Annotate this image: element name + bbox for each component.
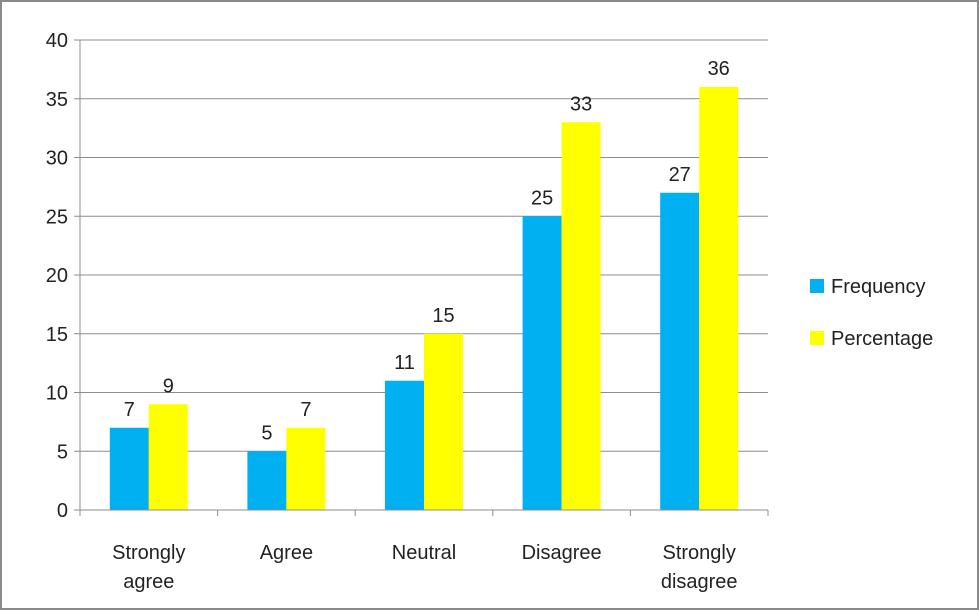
x-category-label: disagree [661, 571, 738, 593]
legend-swatch-frequency [810, 279, 824, 293]
bar-percentage-0 [148, 404, 188, 510]
bar-percentage-2 [424, 333, 463, 510]
y-tick-label: 15 [46, 324, 68, 346]
bar-percentage-4 [699, 87, 739, 510]
data-label-percentage-0: 9 [163, 375, 174, 397]
y-tick-label: 10 [46, 383, 68, 405]
data-label-percentage-1: 7 [300, 399, 311, 421]
x-category-label: Neutral [392, 542, 456, 564]
x-axis: Strongly agree Agree Neutral Disagree Strongl… [79, 509, 769, 593]
y-axis: 0 5 10 15 20 25 30 35 40 [46, 30, 81, 522]
legend-label-frequency: Frequency [831, 276, 926, 298]
data-label-frequency-3: 25 [531, 187, 553, 209]
gridlines [80, 39, 768, 511]
data-label-frequency-2: 11 [394, 352, 415, 374]
bar-frequency-1 [247, 451, 287, 510]
x-category-label: agree [123, 571, 174, 593]
legend-label-percentage: Percentage [831, 328, 933, 350]
legend-swatch-percentage [810, 331, 824, 345]
data-label-percentage-3: 33 [570, 93, 592, 115]
bar-frequency-3 [522, 216, 562, 510]
bar-frequency-4 [660, 192, 700, 510]
bar-percentage-1 [286, 427, 326, 510]
y-tick-label: 0 [57, 500, 68, 522]
data-label-percentage-2: 15 [432, 305, 454, 327]
bar-frequency-0 [109, 427, 149, 510]
y-tick-label: 25 [46, 206, 68, 228]
x-category-label: Strongly [663, 542, 736, 564]
data-label-frequency-1: 5 [261, 422, 272, 444]
bar-frequency-2 [385, 380, 424, 510]
data-label-frequency-4: 27 [669, 164, 691, 186]
x-category-label: Disagree [522, 542, 602, 564]
y-tick-label: 40 [46, 30, 68, 52]
x-category-label: Strongly [112, 542, 185, 564]
y-tick-label: 30 [46, 148, 68, 170]
y-tick-label: 20 [46, 265, 68, 287]
x-category-label: Agree [260, 542, 313, 564]
legend: Frequency Percentage [810, 276, 933, 350]
y-tick-label: 5 [57, 441, 68, 463]
data-label-percentage-4: 36 [708, 58, 730, 80]
bar-percentage-3 [561, 122, 601, 510]
bar-series: 7 5 11 25 27 9 7 15 33 36 [109, 58, 739, 510]
y-tick-label: 35 [46, 89, 68, 111]
data-label-frequency-0: 7 [124, 399, 135, 421]
